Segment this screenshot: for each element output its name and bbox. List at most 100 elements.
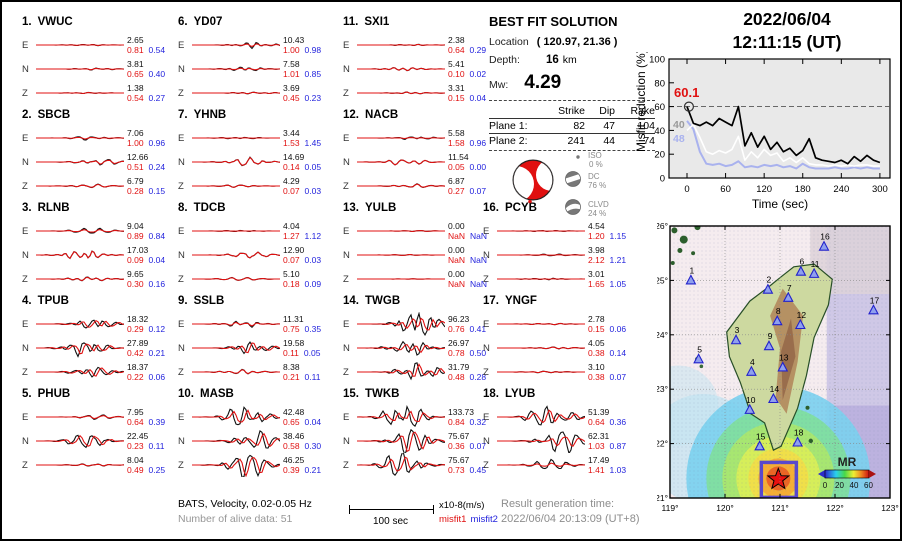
trace-values: 38.46 0.58 0.30 (283, 432, 321, 450)
component-label: Z (22, 459, 28, 471)
misfit1-value: 0.07 (283, 254, 300, 265)
station-header: 5. PHUB (22, 388, 165, 403)
amplitude-value: 4.04 (283, 221, 300, 231)
table-end-rule (489, 150, 655, 152)
amplitude-value: 27.89 (127, 338, 149, 348)
waveform-column-2: 6. YD07 E 10.43 1.00 0.98 N 7.58 1.01 0.85 Z 3.69 0.… (178, 16, 321, 481)
station-block-yulb: 13. YULB E 0.00 NaN NaN N 0.00 NaN NaN Z 0.00 NaN NaN (343, 202, 487, 295)
amplitude-value: 4.54 (588, 221, 605, 231)
trace-values: 9.04 0.89 0.84 (127, 222, 165, 240)
station-number: 7. (178, 109, 188, 121)
waveform-trace (192, 406, 280, 426)
dc-label: DC (588, 172, 600, 181)
location-value: ( 120.97, 21.36 ) (536, 36, 618, 48)
map-station-triangle-18 (792, 436, 804, 447)
misfit-values: 2.12 1.21 (588, 254, 626, 265)
misfit2-value: 0.30 (304, 440, 322, 451)
component-label: N (483, 342, 490, 354)
amplitude-value: 6.87 (448, 176, 465, 186)
trace-row-z: Z 1.38 0.54 0.27 (22, 81, 165, 105)
clvd-label: CLVD (588, 200, 609, 209)
waveform-trace (357, 429, 445, 453)
trace-values: 42.48 0.65 0.04 (283, 408, 321, 426)
station-block-vwuc: 1. VWUC E 2.65 0.81 0.54 N 3.81 0.65 0.40 Z 1.38 0.5… (22, 16, 165, 109)
misfit1-value: 0.39 (283, 464, 300, 475)
misfit1-value: 1.00 (283, 44, 300, 55)
time-scale-bar (349, 505, 434, 514)
misfit2-value: 0.35 (304, 323, 322, 334)
best-fit-panel: BEST FIT SOLUTION Location ( 120.97, 21.3… (489, 14, 655, 152)
misfit-values: 0.38 0.07 (588, 372, 626, 382)
map-station-number: 6 (800, 257, 805, 267)
misfit2-value: 0.07 (469, 185, 487, 196)
amplitude-value: 10.43 (283, 35, 305, 45)
component-label: Z (178, 87, 184, 99)
map-station-triangle-1 (685, 274, 697, 285)
misfit2-value: 1.15 (609, 230, 627, 241)
misfit1-value: NaN (448, 254, 466, 265)
station-block-tdcb: 8. TDCB E 4.04 1.27 1.12 N 12.90 0.07 0.03 Z 5.10 0.… (178, 202, 321, 295)
misfit-values: 0.81 0.54 (127, 44, 166, 55)
map-station-triangle-15 (754, 440, 766, 451)
time-scale-label: 100 sec (372, 516, 409, 527)
trace-row-n: N 17.03 0.09 0.04 (22, 243, 165, 267)
map-station-triangle-14 (767, 392, 779, 404)
waveform-trace (357, 453, 445, 477)
trace-row-e: E 18.32 0.29 0.12 (22, 312, 165, 336)
misfit2-value: 0.05 (303, 347, 321, 358)
component-label: N (22, 435, 29, 447)
misfit-values: 1.27 1.12 (283, 231, 321, 241)
black-misfit-line (686, 105, 881, 165)
y-tick-label: 20 (654, 150, 665, 161)
station-number: 18. (483, 388, 499, 400)
misfit1-value: NaN (448, 278, 466, 289)
misfit2-value: 0.41 (469, 323, 487, 334)
misfit-values: 0.05 0.00 (448, 162, 486, 172)
misfit2-value: 0.16 (148, 278, 166, 289)
misfit1-value: 0.75 (283, 323, 300, 334)
misfit2-value: 0.25 (148, 464, 166, 475)
station-number: 15. (343, 388, 359, 400)
misfit2-value: 0.32 (469, 416, 487, 427)
plane1-rake: 104 (615, 119, 655, 134)
station-header: 11. SXI1 (343, 16, 487, 31)
epicenter-star (766, 466, 791, 490)
station-number: 6. (178, 16, 188, 28)
trace-row-e: E 4.54 1.20 1.15 (483, 219, 626, 243)
misfit-values: 0.07 0.03 (283, 185, 322, 196)
trace-values: 12.66 0.51 0.24 (127, 153, 165, 171)
trace-row-z: Z 3.01 1.65 1.05 (483, 267, 626, 291)
station-number: 2. (22, 109, 32, 121)
misfit-values: 0.54 0.27 (127, 93, 165, 103)
nodal-plane-table: Strike Dip Rake Plane 1: 82 47 104 Plane… (489, 100, 655, 148)
misfit1-value: 0.89 (127, 230, 144, 241)
amplitude-value: 3.10 (588, 362, 605, 372)
misfit1-value: 0.21 (283, 371, 300, 382)
trace-row-e: E 51.39 0.64 0.36 (483, 405, 626, 429)
trace-row-e: E 2.65 0.81 0.54 (22, 33, 165, 57)
map-station-number: 4 (750, 357, 755, 367)
amplitude-value: 42.48 (283, 407, 305, 417)
misfit1-value: 0.07 (283, 185, 300, 196)
misfit2-value: 0.03 (304, 185, 322, 196)
trace-row-e: E 2.38 0.64 0.29 (343, 33, 487, 57)
plane2-label: Plane 2: (489, 135, 528, 147)
waveform-trace (357, 254, 445, 256)
component-label: E (22, 39, 29, 51)
misfit1-value: 2.12 (588, 254, 605, 265)
misfit2-value: 0.29 (469, 44, 487, 55)
component-label: N (178, 249, 185, 261)
waveform-trace (357, 136, 445, 140)
focal-mechanism-beachball (512, 159, 554, 204)
misfit1-value: 0.81 (127, 44, 144, 55)
best-fit-title: BEST FIT SOLUTION (489, 14, 618, 29)
misfit2-value: 0.06 (609, 323, 627, 334)
map-station-number: 8 (776, 306, 781, 316)
component-label: E (22, 225, 29, 237)
misfit1-legend: misfit1 (439, 514, 467, 525)
waveform-trace (192, 430, 280, 449)
misfit-values: 0.38 0.14 (588, 347, 627, 358)
misfit2-value: 0.14 (609, 347, 627, 358)
component-label: Z (343, 366, 349, 378)
misfit2-value: 0.54 (148, 44, 166, 55)
